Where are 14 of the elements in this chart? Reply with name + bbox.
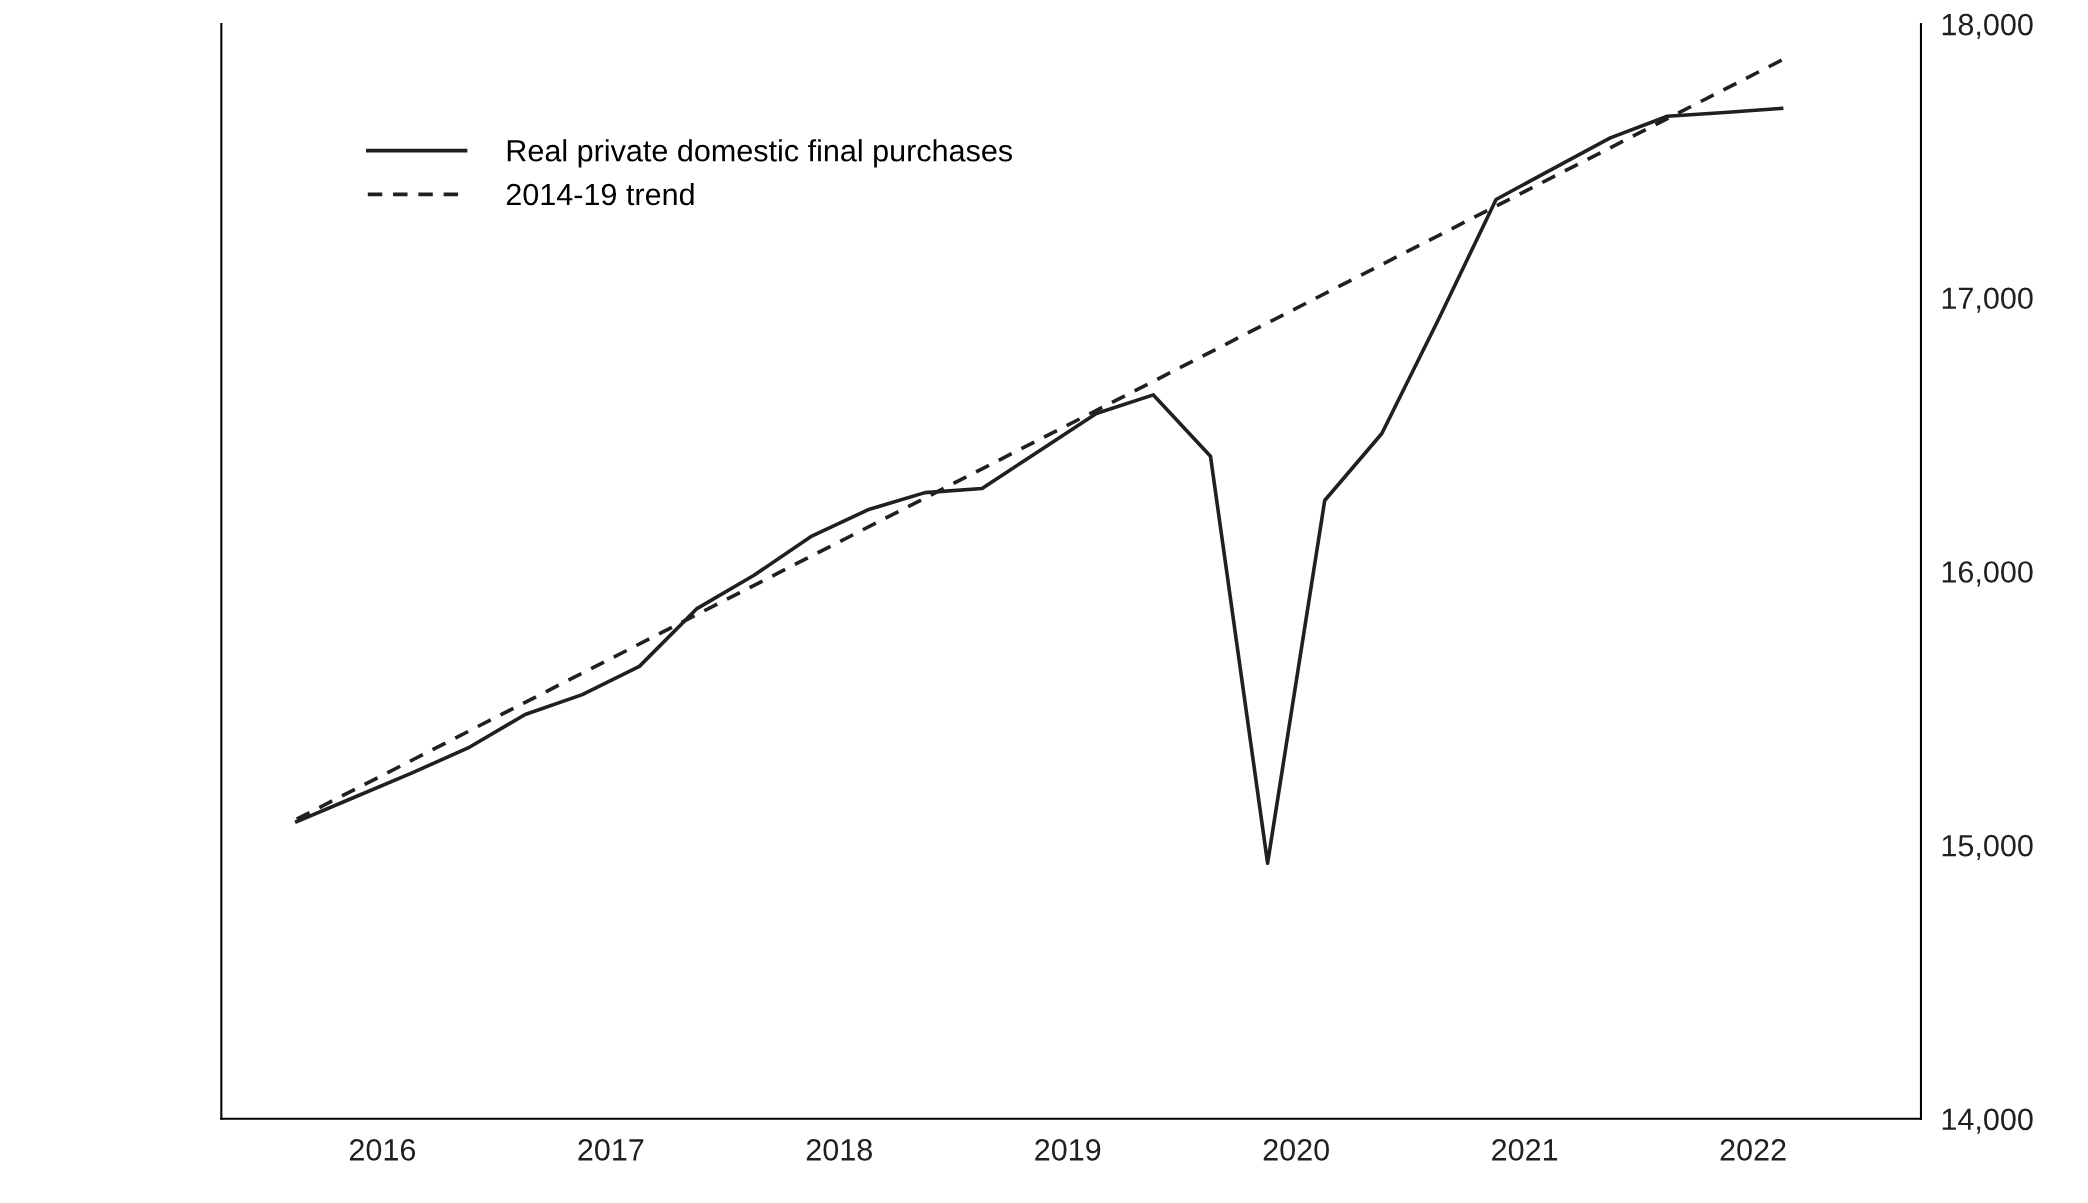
y-tick-label: 14,000 — [1942, 1108, 2033, 1134]
y-tick-label: 15,000 — [1942, 834, 2033, 861]
y-tick-label: 16,000 — [1942, 561, 2033, 587]
y-tick-label: 17,000 — [1942, 287, 2033, 313]
legend-label: Real private domestic final purchases — [507, 139, 1013, 168]
legend-label: 2014-19 trend — [506, 182, 694, 206]
x-tick-label: 2022 — [1720, 1139, 1786, 1161]
x-tick-label: 2016 — [349, 1139, 416, 1161]
x-tick-label: 2020 — [1263, 1139, 1329, 1161]
x-tick-label: 2021 — [1492, 1139, 1558, 1161]
x-tick-label: 2018 — [806, 1139, 872, 1161]
x-tick-label: 2019 — [1035, 1139, 1101, 1161]
x-tick-label: 2017 — [578, 1139, 644, 1161]
y-tick-label: 18,000 — [1942, 13, 2033, 40]
